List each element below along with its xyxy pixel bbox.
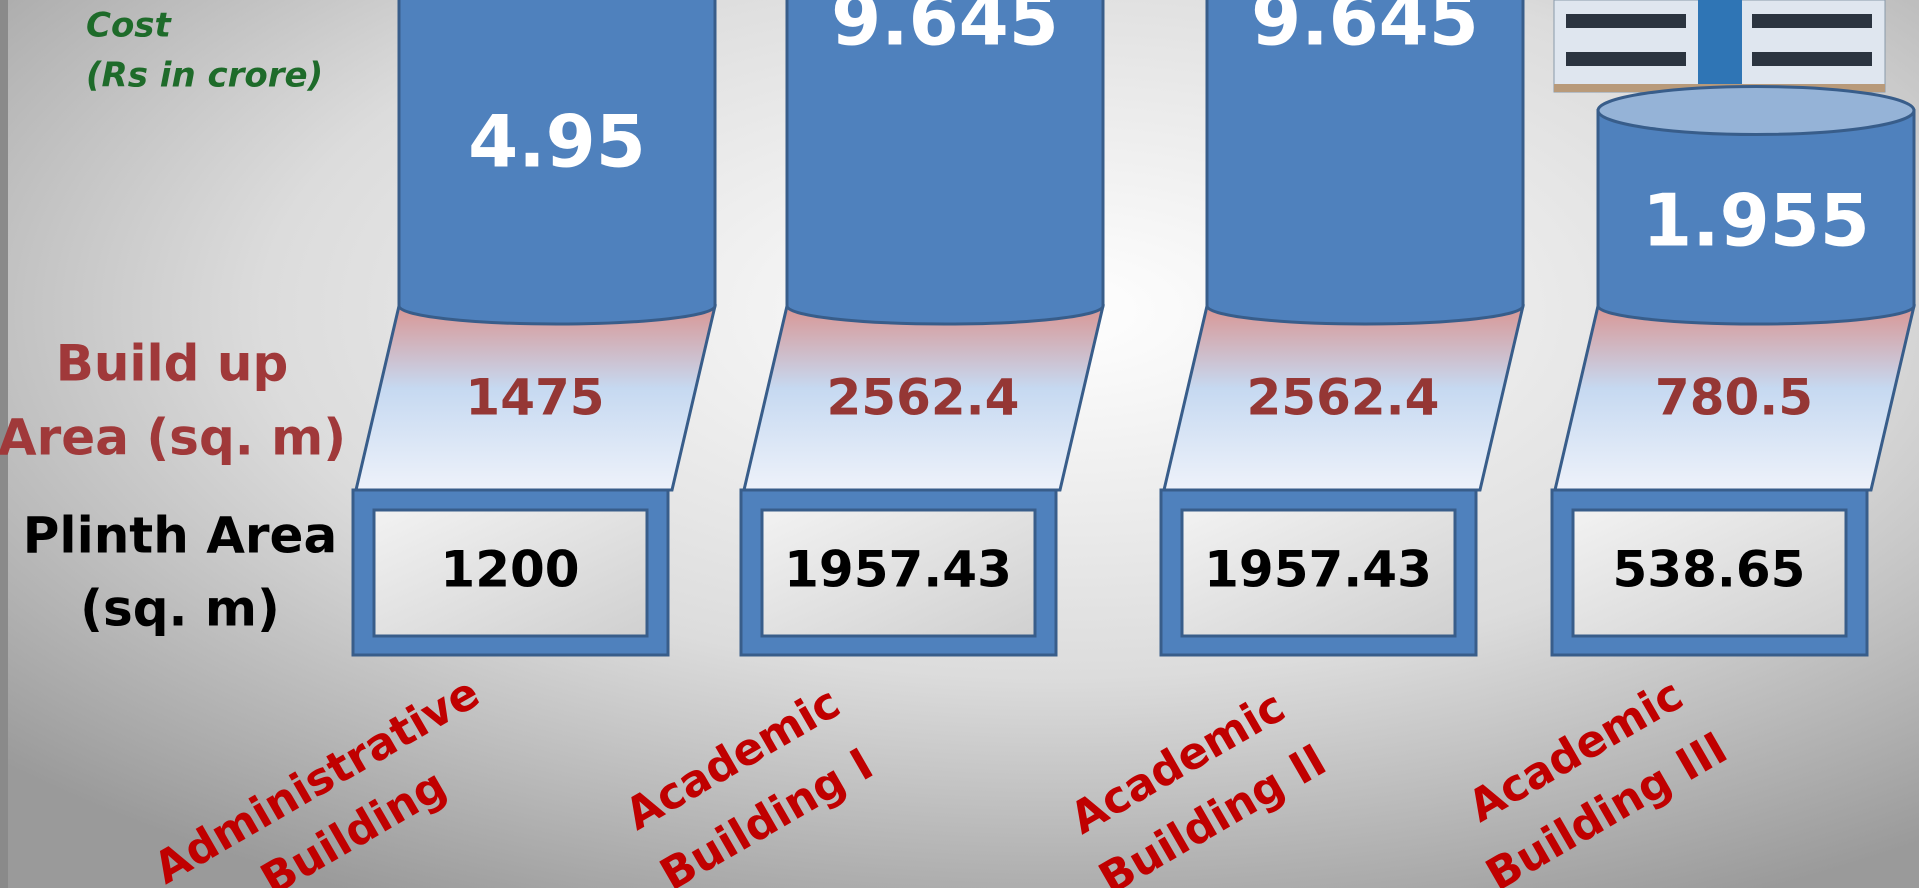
build-up-label: Build up <box>56 335 289 393</box>
cost-value: 9.645 <box>1251 0 1479 62</box>
plinth-label: Plinth Area <box>23 507 337 565</box>
plinth-value: 538.65 <box>1613 541 1806 599</box>
build-up-value: 2562.4 <box>827 369 1020 427</box>
plinth-inner <box>1571 508 1848 638</box>
cost-label: Cost <box>86 6 173 46</box>
cost-cylinder <box>1205 0 1525 326</box>
build-up-value: 2562.4 <box>1247 369 1440 427</box>
plinth-label: (sq. m) <box>80 580 280 638</box>
plinth-inner <box>372 508 649 638</box>
building-photo <box>1553 0 1886 93</box>
plinth-value: 1200 <box>440 541 579 599</box>
cost-value: 4.95 <box>468 100 646 184</box>
cost-value: 9.645 <box>831 0 1059 62</box>
cost-cylinder <box>397 0 717 326</box>
left-strip <box>0 0 8 888</box>
plinth-inner <box>760 508 1037 638</box>
plinth-value: 1957.43 <box>784 541 1012 599</box>
plinth-inner <box>1180 508 1457 638</box>
cylinder-top <box>1596 85 1916 136</box>
cost-cylinder <box>1596 109 1916 326</box>
cost-value: 1.955 <box>1642 179 1870 263</box>
build-up-label: Area (sq. m) <box>0 409 346 467</box>
cost-cylinder <box>785 0 1105 326</box>
build-up-value: 780.5 <box>1655 369 1813 427</box>
cost-unit-label: (Rs in crore) <box>86 56 323 96</box>
plinth-value: 1957.43 <box>1204 541 1432 599</box>
build-up-value: 1475 <box>465 369 604 427</box>
